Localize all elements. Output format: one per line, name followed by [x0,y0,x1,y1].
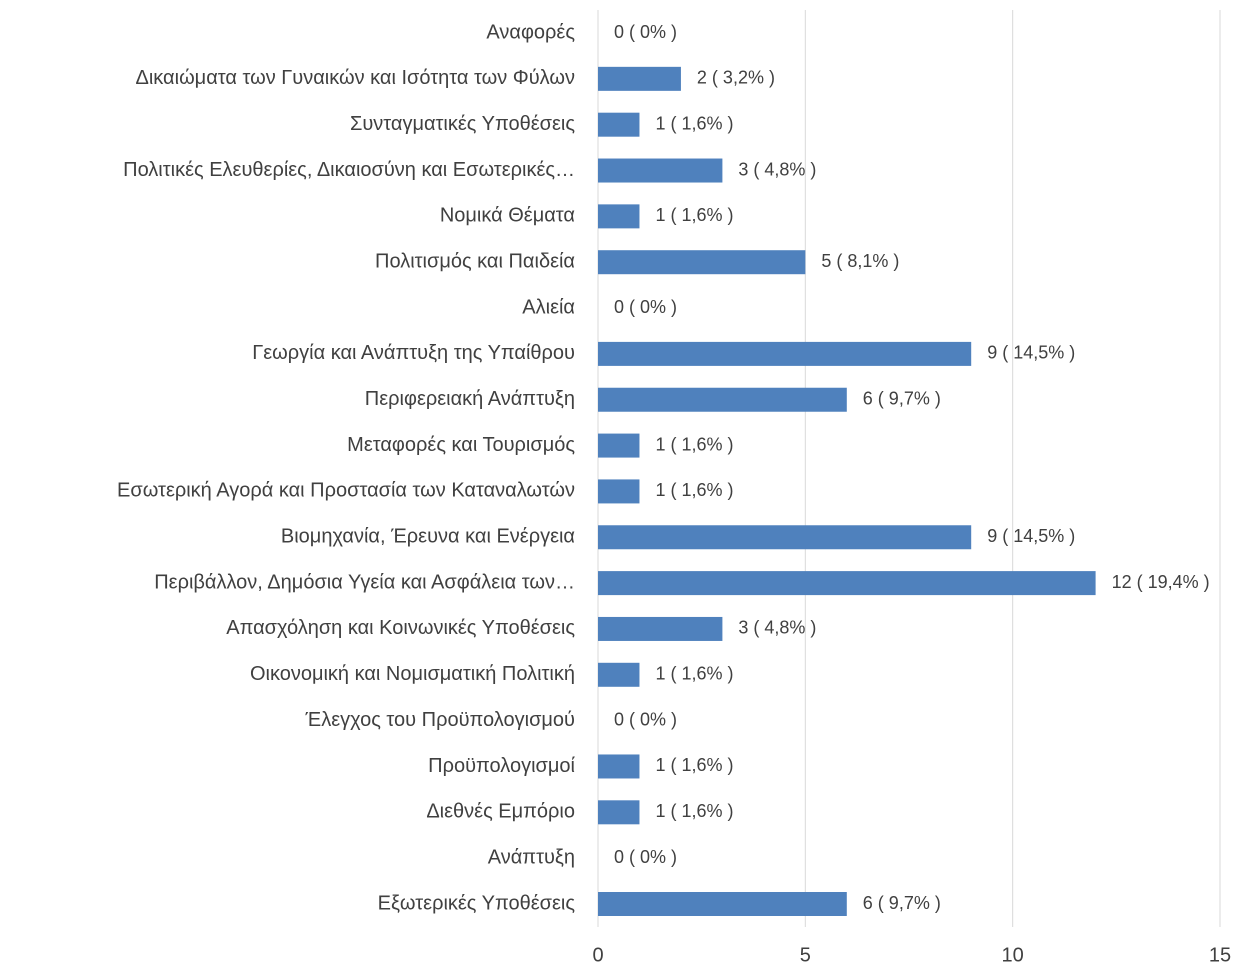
y-tick-label: Αναφορές [486,21,575,43]
value-label: 6 ( 9,7% ) [863,893,941,913]
bar [598,250,806,275]
bar [598,662,640,687]
value-label: 1 ( 1,6% ) [655,755,733,775]
y-tick-label: Δικαιώματα των Γυναικών και Ισότητα των … [136,67,576,89]
value-label: 6 ( 9,7% ) [863,388,941,408]
y-tick-label: Μεταφορές και Τουρισμός [347,434,575,456]
bar [598,204,640,229]
bar [598,616,723,641]
value-label: 5 ( 8,1% ) [821,251,899,271]
y-tick-label: Γεωργία και Ανάπτυξη της Υπαίθρου [252,342,575,364]
y-tick-label: Ανάπτυξη [488,846,575,868]
bar [598,479,640,504]
y-tick-label: Εσωτερική Αγορά και Προστασία των Κατανα… [117,480,575,502]
bar [598,892,847,916]
bar [598,66,681,91]
y-tick-label: Έλεγχος του Προϋπολογισμού [305,709,575,731]
y-tick-label: Πολιτικές Ελευθερίες, Δικαιοσύνη και Εσω… [123,159,575,181]
x-tick-label: 5 [800,944,811,966]
value-label: 0 ( 0% ) [614,847,677,867]
value-label: 1 ( 1,6% ) [655,801,733,821]
y-tick-label: Εξωτερικές Υποθέσεις [378,892,576,914]
y-tick-label: Βιομηχανία, Έρευνα και Ενέργεια [281,526,575,548]
value-label: 12 ( 19,4% ) [1112,572,1210,592]
bar [598,387,847,412]
y-tick-label: Διεθνές Εμπόριο [426,801,575,823]
value-label: 1 ( 1,6% ) [655,205,733,225]
bar [598,800,640,825]
y-tick-label: Πολιτισμός και Παιδεία [375,250,575,272]
y-tick-label: Προϋπολογισμοί [428,755,575,777]
bar [598,525,972,550]
value-label: 0 ( 0% ) [614,297,677,317]
bar [598,158,723,183]
bar [598,112,640,137]
y-tick-label: Νομικά Θέματα [440,205,575,227]
bar [598,341,972,366]
value-label: 9 ( 14,5% ) [987,526,1075,546]
x-tick-label: 10 [1002,944,1024,966]
bar [598,754,640,779]
value-label: 3 ( 4,8% ) [738,159,816,179]
value-label: 1 ( 1,6% ) [655,664,733,684]
y-tick-label: Συνταγματικές Υποθέσεις [350,113,575,135]
value-label: 0 ( 0% ) [614,709,677,729]
x-tick-label: 0 [592,944,603,966]
value-label: 0 ( 0% ) [614,22,677,42]
y-tick-label: Οικονομική και Νομισματική Πολιτική [250,663,575,685]
y-tick-label: Περιβάλλον, Δημόσια Υγεία και Ασφάλεια τ… [154,571,575,593]
y-tick-label: Αλιεία [522,296,575,318]
x-tick-label: 15 [1209,944,1231,966]
y-tick-label: Περιφερειακή Ανάπτυξη [365,388,575,410]
value-label: 1 ( 1,6% ) [655,434,733,454]
bar [598,571,1096,596]
y-tick-label: Απασχόληση και Κοινωνικές Υποθέσεις [226,617,575,639]
value-label: 1 ( 1,6% ) [655,480,733,500]
bar [598,433,640,458]
value-label: 2 ( 3,2% ) [697,68,775,88]
value-label: 1 ( 1,6% ) [655,113,733,133]
value-label: 9 ( 14,5% ) [987,343,1075,363]
value-label: 3 ( 4,8% ) [738,618,816,638]
